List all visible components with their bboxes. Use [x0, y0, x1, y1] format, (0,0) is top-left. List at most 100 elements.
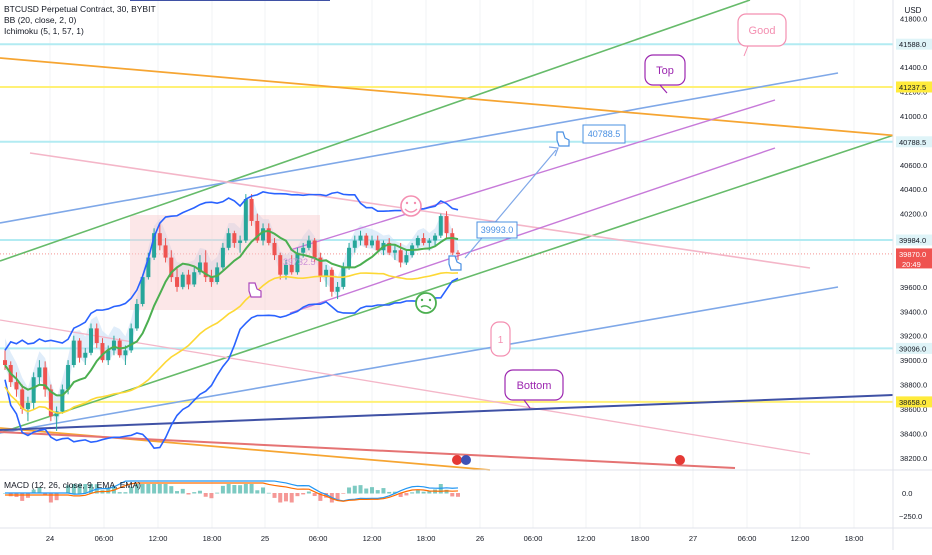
candle-body [324, 269, 329, 278]
candle-body [398, 250, 403, 263]
legend: BTCUSD Perpetual Contract, 30, BYBIT BB … [4, 4, 156, 37]
candle-body [186, 274, 191, 285]
pink-line-bottom [0, 319, 811, 455]
macd-histogram-bar [175, 491, 180, 494]
macd-histogram-bar [238, 485, 243, 494]
macd-histogram-bar [301, 493, 306, 495]
candle-body [3, 360, 7, 366]
bottom-bubble-label: Bottom [517, 380, 552, 392]
macd-histogram-bar [352, 485, 357, 494]
macd-histogram-bar [180, 488, 185, 494]
purple-channel-bottom [289, 147, 776, 314]
candle-body [306, 240, 311, 248]
x-tick-label: 12:00 [791, 534, 810, 543]
macd-histogram-bar [152, 484, 157, 494]
candle-body [209, 277, 214, 282]
y-tick-label: 39400.0 [900, 307, 927, 316]
symbol-title[interactable]: BTCUSD Perpetual Contract, 30, BYBIT [4, 4, 156, 14]
candle-body [152, 233, 157, 258]
candle-body [329, 269, 334, 292]
good-bubble-box [737, 13, 787, 47]
macd-histogram-bar [283, 493, 288, 502]
macd-histogram-bar [318, 493, 323, 501]
smiley-eye [405, 201, 409, 205]
macd-histogram-bar [255, 490, 260, 494]
macd-histogram-bar [117, 492, 122, 494]
price-label-box [896, 136, 932, 148]
candle-body [427, 240, 432, 243]
macd-histogram-bar [306, 491, 311, 494]
candle-body [433, 235, 438, 241]
target-label-box [582, 124, 626, 144]
macd-histogram-bar [48, 493, 53, 503]
macd-histogram-bar [146, 484, 151, 494]
green-channel-bottom [0, 132, 901, 434]
macd-label: MACD (12, 26, close, 9, EMA, EMA) [4, 480, 141, 490]
candle-body [272, 242, 277, 256]
price-label: 39870.0 [899, 250, 926, 259]
candle-body [301, 247, 306, 253]
annotations: Good Top Bottom 1 40788.5 39993.0 39732.5 [248, 13, 787, 465]
macd-histogram-bar [295, 493, 300, 497]
y-tick-label: 39600.0 [900, 283, 927, 292]
price-label: 38658.0 [899, 398, 926, 407]
y-tick-label: 39200.0 [900, 332, 927, 341]
ichimoku-legend[interactable]: Ichimoku (5, 1, 57, 1) [4, 26, 84, 36]
macd-histogram-bar [226, 484, 231, 494]
horizontal-lines [0, 43, 893, 403]
x-tick-label: 26 [476, 534, 484, 543]
y-tick-label: 39000.0 [900, 356, 927, 365]
macd-histogram-bar [398, 493, 403, 497]
macd-histogram-bar [197, 490, 202, 494]
macd-histogram-bar [215, 492, 220, 494]
macd-histogram-bar [163, 484, 168, 494]
candle-body [456, 252, 460, 254]
candle-body [283, 264, 288, 275]
candle-body [20, 389, 25, 409]
green-face-eye [428, 298, 432, 302]
macd-histogram-bar [203, 493, 208, 497]
candle-body [175, 277, 180, 287]
macd-histogram-bar [415, 490, 420, 494]
orange-trend-line [0, 57, 901, 137]
smiley-mouth [404, 208, 418, 213]
candle-body [392, 250, 397, 253]
price-label-box [896, 396, 932, 408]
navy-trend-line [0, 394, 894, 431]
price-label: 40788.5 [899, 138, 926, 147]
green-face [415, 292, 437, 314]
ichimoku-lead-line [4, 271, 459, 414]
macd-signal-line [5, 482, 459, 502]
ichimoku-base-line [4, 230, 459, 397]
candle-body [421, 238, 426, 243]
y-tick-label: 38600.0 [900, 405, 927, 414]
macd-histogram-bar [266, 492, 271, 494]
candles [3, 194, 460, 431]
projection-arrow [464, 149, 557, 259]
macd-histogram-bar [358, 485, 363, 494]
macd-histogram-bar [66, 485, 71, 494]
candle-body [180, 274, 185, 287]
smiley-face [400, 195, 422, 217]
smiley-eye [413, 201, 417, 205]
macd-histogram-bar [249, 484, 254, 494]
macd-histogram-bar [123, 492, 128, 494]
good-bubble-label: Good [749, 25, 776, 37]
price-label: 41588.0 [899, 40, 926, 49]
price-label: 39984.0 [899, 236, 926, 245]
macd-histogram-bar [369, 487, 374, 494]
macd-zero-tick: 0.0 [902, 489, 912, 498]
bb-legend[interactable]: BB (20, close, 2, 0) [4, 15, 77, 25]
y-tick-label: 40400.0 [900, 185, 927, 194]
macd-legend[interactable]: MACD (12, 26, close, 9, EMA, EMA) [4, 480, 141, 491]
y-tick-label: 38400.0 [900, 429, 927, 438]
candle-body [375, 240, 380, 251]
candle-body [220, 247, 225, 268]
y-tick-label: 41400.0 [900, 63, 927, 72]
macd-pane [3, 480, 460, 503]
candle-body [404, 255, 409, 263]
number-one-bubble-label: 1 [498, 335, 504, 346]
